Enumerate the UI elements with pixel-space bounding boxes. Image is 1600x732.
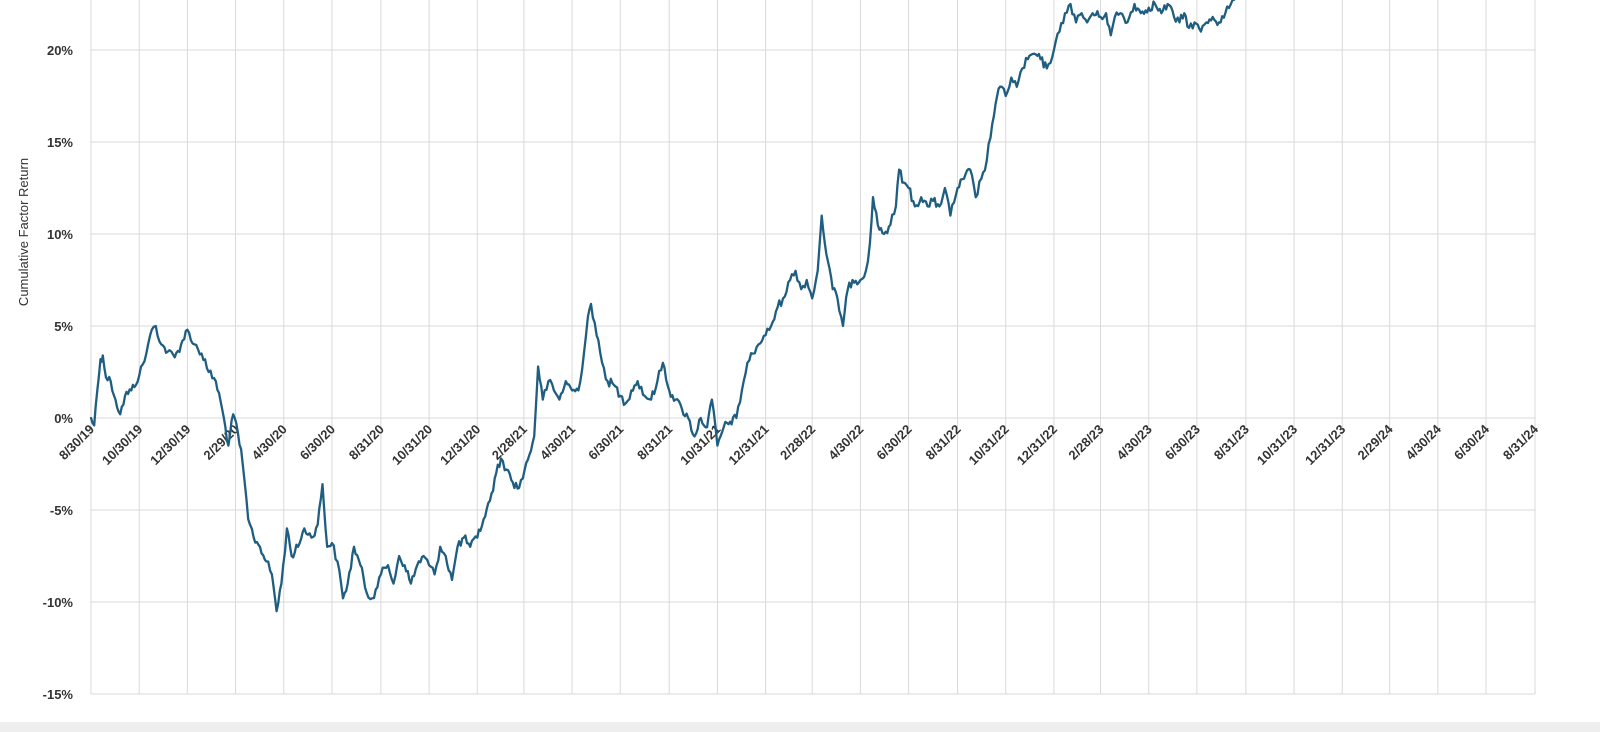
y-axis-title: Cumulative Factor Return <box>16 158 31 306</box>
y-axis-ticks: -15% -10% -5% 0% 5% 10% 15% 20% <box>43 43 74 702</box>
x-tick-label: 12/31/20 <box>437 422 483 468</box>
y-tick-label: 15% <box>47 135 73 150</box>
x-tick-label: 10/31/20 <box>389 422 435 468</box>
x-tick-label: 10/30/19 <box>99 422 145 468</box>
y-tick-label: 0% <box>54 411 73 426</box>
x-tick-label: 12/31/22 <box>1014 422 1060 468</box>
series-group <box>89 0 1236 613</box>
x-gridlines <box>90 0 1536 694</box>
series-line <box>89 0 1236 613</box>
y-tick-label: -5% <box>50 503 74 518</box>
y-tick-label: -10% <box>43 595 74 610</box>
bottom-strip <box>0 722 1600 732</box>
y-tick-label: -15% <box>43 687 74 702</box>
x-tick-label: 10/31/22 <box>965 422 1011 468</box>
y-tick-label: 20% <box>47 43 73 58</box>
y-tick-label: 5% <box>54 319 73 334</box>
y-tick-label: 10% <box>47 227 73 242</box>
x-axis-ticks: 8/30/19 10/30/19 12/30/19 2/29/20 4/30/20 6/3… <box>56 421 1542 468</box>
y-gridlines <box>91 49 1535 695</box>
x-tick-label: 12/31/23 <box>1302 422 1348 468</box>
x-tick-label: 12/30/19 <box>147 422 193 468</box>
x-tick-label: 10/31/23 <box>1254 422 1300 468</box>
x-tick-label: 12/31/21 <box>725 422 771 468</box>
